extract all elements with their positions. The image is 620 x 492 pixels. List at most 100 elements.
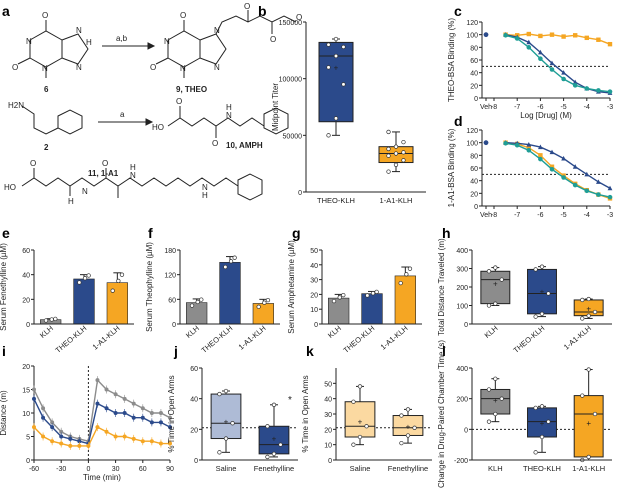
panel-label-c: c <box>454 3 462 19</box>
data-point <box>122 434 127 439</box>
data-point <box>326 42 331 47</box>
data-point <box>168 441 172 446</box>
x-tick-label: -8 <box>491 212 497 219</box>
box-THEO-KLH <box>527 407 557 438</box>
data-point <box>95 425 100 430</box>
x-category-label: KLH <box>38 324 55 340</box>
data-point <box>326 65 331 70</box>
y-tick-label: 0 <box>194 458 198 465</box>
data-point <box>486 303 492 308</box>
y-tick-label: 10 <box>324 443 332 450</box>
mean-marker: + <box>272 435 277 444</box>
data-point <box>262 300 267 305</box>
data-point <box>584 86 590 91</box>
atom-label: N <box>76 63 82 72</box>
chemistry-scheme: O O N N N N H 6 a,b O O <box>4 2 302 206</box>
compound-6-structure <box>17 20 89 78</box>
data-point <box>341 292 346 298</box>
x-category-label: KLH <box>326 324 343 340</box>
x-category-label: Fenethylline <box>388 464 428 473</box>
data-point <box>256 304 261 309</box>
data-point <box>549 164 555 169</box>
atom-label: HO <box>152 123 164 132</box>
data-point <box>407 266 413 271</box>
data-point <box>86 443 91 448</box>
data-point <box>526 31 531 37</box>
series-line-KLH <box>33 378 171 443</box>
data-point <box>607 194 613 200</box>
y-axis-title: Serum Amphetamine (µM) <box>287 240 296 334</box>
y-tick-label: 10 <box>310 307 318 314</box>
vehicle-point <box>483 140 489 146</box>
data-point <box>131 401 136 406</box>
atom-label: N <box>226 111 232 120</box>
data-point <box>59 441 64 446</box>
x-tick-label: 30 <box>112 466 120 473</box>
data-point <box>374 289 379 295</box>
data-point <box>596 37 601 42</box>
data-point <box>59 429 64 434</box>
data-point <box>365 293 370 298</box>
x-tick-label: -30 <box>56 466 66 473</box>
x-tick-label: -5 <box>560 104 566 111</box>
y-tick-label: 30 <box>310 278 318 285</box>
bar-1-A1-KLH <box>252 303 274 325</box>
y-axis-title: Serum Fenethylline (µM) <box>0 243 8 331</box>
box-Saline <box>210 393 242 440</box>
data-point <box>278 442 283 447</box>
atom-label: O <box>244 2 250 11</box>
data-point <box>32 396 36 401</box>
data-point <box>386 153 391 158</box>
data-point <box>364 424 369 429</box>
data-point <box>572 164 578 169</box>
y-axis-title: Distance (m) <box>0 390 8 436</box>
curve-orange <box>505 142 611 200</box>
data-point <box>539 264 545 269</box>
compound-10-structure <box>167 106 289 138</box>
data-point <box>584 188 590 194</box>
x-tick-label: 90 <box>166 466 174 473</box>
data-point <box>549 60 555 66</box>
data-point <box>526 39 532 45</box>
panel-label-b: b <box>258 3 267 19</box>
data-point <box>533 267 538 272</box>
y-tick-label: 60 <box>470 58 478 65</box>
data-point <box>370 291 376 296</box>
y-tick-label: 400 <box>456 366 468 373</box>
chart-d-1a1-binding: 0 20 40 60 80 100 120 1-A1-BSA Binding (%) Veh-8… <box>447 128 613 219</box>
x-tick-label: -4 <box>584 104 590 111</box>
data-point <box>596 192 601 197</box>
data-point <box>168 425 172 430</box>
data-point <box>230 421 235 426</box>
data-point <box>405 407 411 412</box>
y-tick-label: 200 <box>456 285 468 292</box>
data-point <box>158 420 163 425</box>
data-point <box>549 166 555 172</box>
x-category-label: 1-A1-KLH <box>572 464 605 473</box>
mean-marker: + <box>406 422 411 431</box>
compound-label-9: 9, THEO <box>176 85 207 94</box>
chart-h-total-distance: 0 100 200 300 400 Total Distance Traveled (m)… <box>437 238 612 355</box>
y-tick-label: 10 <box>22 411 30 418</box>
y-tick-label: 40 <box>310 263 318 270</box>
y-tick-label: 40 <box>190 397 198 404</box>
data-point <box>514 142 520 148</box>
data-point <box>43 318 49 323</box>
data-point <box>341 44 346 50</box>
y-tick-label: 20 <box>470 191 478 198</box>
y-tick-label: 180 <box>164 248 176 255</box>
data-point <box>526 45 532 50</box>
vehicle-point <box>483 32 489 38</box>
data-point <box>493 376 498 381</box>
data-point <box>341 82 346 87</box>
bar-THEO-KLH <box>73 278 95 325</box>
reaction-condition-2: a <box>120 110 125 119</box>
x-tick-label: 60 <box>139 466 147 473</box>
y-tick-label: 50 <box>324 381 332 388</box>
y-tick-label: 30 <box>324 412 332 419</box>
data-point <box>493 411 498 417</box>
chart-l-chamber-time: -200 0 200 400 Change in Drug-Paired Chamber… <box>437 340 612 488</box>
data-point <box>404 272 409 277</box>
x-tick-label: -7 <box>514 104 520 111</box>
atom-label: O <box>212 139 218 148</box>
